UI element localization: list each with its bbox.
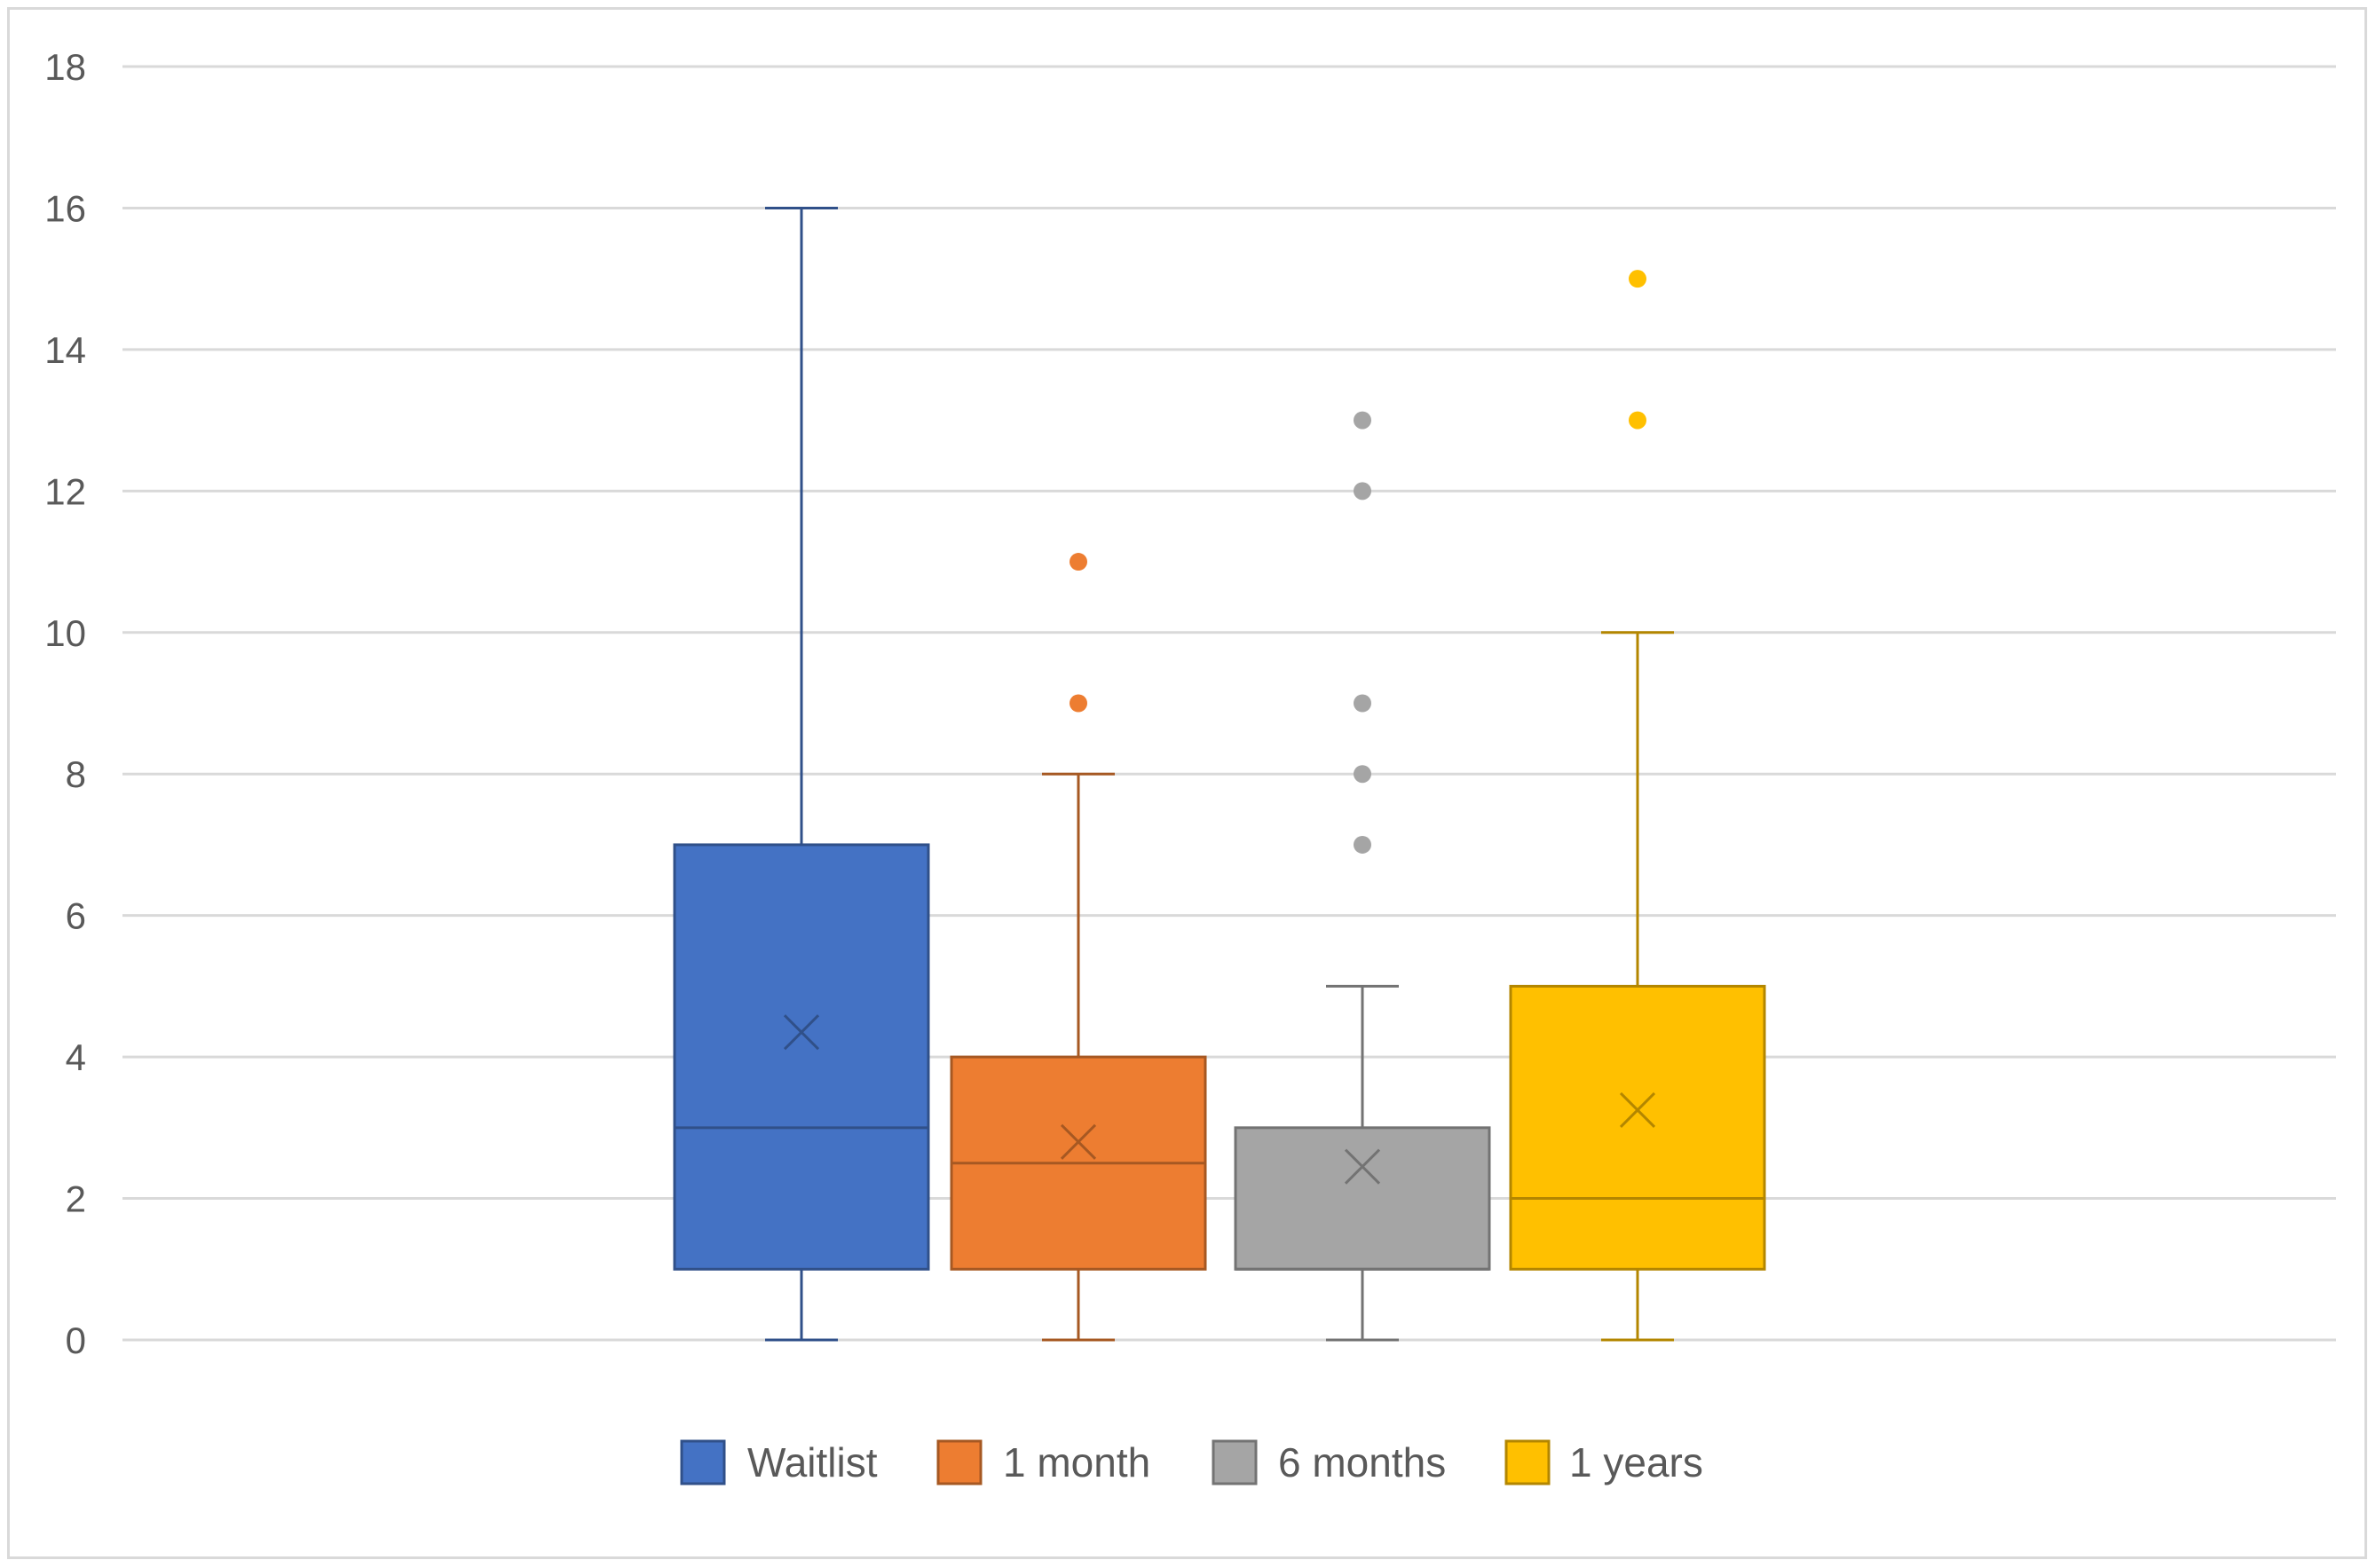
y-tick-label: 16 — [44, 187, 86, 229]
mean-marker — [783, 1014, 820, 1051]
legend-swatch — [936, 1439, 983, 1485]
outlier-point — [1354, 482, 1371, 500]
outlier-point — [1354, 694, 1371, 713]
y-tick-label: 2 — [66, 1178, 86, 1220]
legend-item-1-years: 1 years — [1504, 1439, 1703, 1485]
legend-swatch — [1212, 1439, 1258, 1485]
outlier-point — [1629, 411, 1646, 429]
outlier-point — [1070, 553, 1087, 571]
box-1-years — [1509, 270, 1766, 1342]
y-tick-label: 18 — [44, 46, 86, 88]
y-tick-label: 6 — [66, 895, 86, 937]
box-1-month — [950, 553, 1207, 1342]
y-tick-label: 10 — [44, 612, 86, 654]
y-tick-label: 14 — [44, 329, 86, 371]
legend-item-1-month: 1 month — [936, 1439, 1150, 1485]
y-tick-label: 12 — [44, 470, 86, 512]
mean-marker — [1344, 1148, 1381, 1185]
outlier-point — [1070, 694, 1087, 713]
chart-frame — [7, 7, 2367, 1559]
box-series — [673, 206, 1766, 1342]
legend-label: 1 month — [1003, 1439, 1150, 1485]
mean-marker — [1060, 1123, 1097, 1160]
outlier-point — [1354, 411, 1371, 429]
legend: Waitlist 1 month 6 months 1 years — [680, 1439, 1703, 1485]
outlier-point — [1354, 765, 1371, 784]
legend-item-waitlist: Waitlist — [680, 1439, 878, 1485]
box-6-months — [1234, 411, 1491, 1342]
y-tick-label: 0 — [66, 1320, 86, 1361]
iqr-box — [1509, 984, 1766, 1271]
legend-swatch — [1504, 1439, 1551, 1485]
legend-label: Waitlist — [747, 1439, 878, 1485]
legend-label: 1 years — [1569, 1439, 1703, 1485]
gridlines — [122, 65, 2336, 1342]
box-waitlist — [673, 206, 930, 1342]
iqr-box — [1234, 1126, 1491, 1271]
legend-item-6-months: 6 months — [1212, 1439, 1446, 1485]
y-axis-tick-labels: 0 2 4 6 8 10 12 14 16 18 — [44, 46, 86, 1361]
y-tick-label: 8 — [66, 753, 86, 795]
outlier-point — [1629, 270, 1646, 288]
iqr-box — [673, 843, 930, 1271]
legend-label: 6 months — [1278, 1439, 1446, 1485]
mean-marker — [1619, 1091, 1656, 1128]
outlier-point — [1354, 835, 1371, 854]
legend-swatch — [680, 1439, 726, 1485]
y-tick-label: 4 — [66, 1036, 86, 1078]
